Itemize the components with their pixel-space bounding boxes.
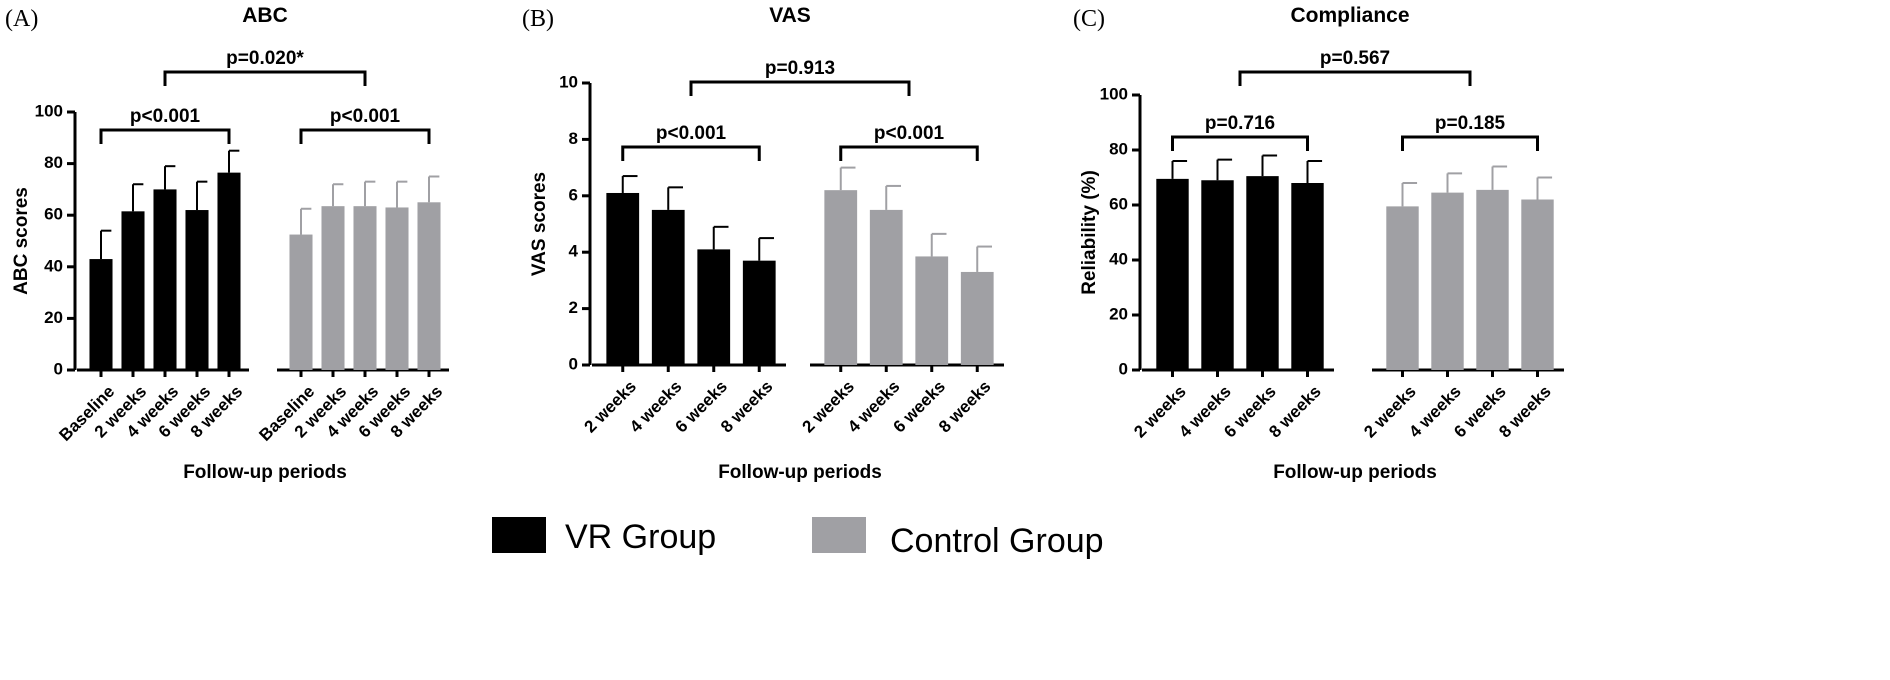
y-tick-label: 0 bbox=[54, 359, 63, 378]
y-tick-label: 0 bbox=[1119, 359, 1128, 378]
chart-title: VAS bbox=[769, 4, 811, 27]
bar bbox=[742, 260, 776, 365]
bar bbox=[289, 234, 313, 370]
bracket bbox=[689, 80, 911, 96]
annotation: p=0.020* bbox=[226, 48, 304, 69]
bar bbox=[606, 192, 640, 365]
annotation: p=0.716 bbox=[1205, 113, 1275, 134]
bar bbox=[651, 209, 685, 365]
bar bbox=[217, 172, 241, 370]
annotation: p<0.001 bbox=[330, 106, 401, 127]
y-tick-label: 60 bbox=[1109, 194, 1128, 213]
y-tick-label: 100 bbox=[35, 101, 63, 120]
bar bbox=[185, 210, 209, 370]
bar bbox=[89, 259, 113, 370]
bar bbox=[1431, 192, 1464, 370]
bar bbox=[1476, 189, 1509, 370]
y-tick-label: 4 bbox=[569, 242, 579, 261]
y-axis-label: Reliability (%) bbox=[1079, 170, 1100, 295]
legend-swatch bbox=[812, 517, 866, 553]
bar bbox=[417, 202, 441, 370]
annotation: p=0.567 bbox=[1320, 48, 1390, 69]
y-tick-label: 0 bbox=[569, 354, 578, 373]
bar bbox=[321, 206, 345, 370]
panel-label: (B) bbox=[522, 6, 554, 32]
panel-label: (C) bbox=[1073, 6, 1105, 32]
annotation: p<0.001 bbox=[874, 123, 945, 144]
chart-title: ABC bbox=[242, 4, 288, 27]
bar bbox=[824, 190, 858, 365]
bar bbox=[1521, 199, 1554, 370]
y-axis-label: VAS scores bbox=[529, 172, 550, 276]
bar bbox=[1386, 206, 1419, 370]
bar bbox=[1156, 178, 1189, 370]
x-axis-label: Follow-up periods bbox=[718, 462, 882, 483]
annotation: p=0.185 bbox=[1435, 113, 1506, 134]
y-tick-label: 80 bbox=[44, 153, 63, 172]
bracket bbox=[99, 128, 231, 144]
bar bbox=[697, 249, 731, 365]
legend-swatch bbox=[492, 517, 546, 553]
bracket bbox=[163, 70, 367, 86]
bar bbox=[121, 211, 145, 370]
y-tick-label: 100 bbox=[1100, 84, 1128, 103]
y-tick-label: 40 bbox=[1109, 249, 1128, 268]
annotation: p<0.001 bbox=[130, 106, 201, 127]
bar bbox=[153, 189, 177, 370]
y-tick-label: 8 bbox=[569, 129, 578, 148]
bar bbox=[960, 271, 994, 365]
bracket bbox=[1401, 135, 1539, 151]
bracket bbox=[839, 145, 979, 161]
legend-label: VR Group bbox=[565, 518, 716, 556]
y-tick-label: 6 bbox=[569, 185, 578, 204]
x-axis-label: Follow-up periods bbox=[183, 462, 347, 483]
bracket bbox=[621, 145, 761, 161]
legend-label: Control Group bbox=[890, 522, 1104, 560]
y-tick-label: 20 bbox=[44, 308, 63, 327]
y-tick-label: 80 bbox=[1109, 139, 1128, 158]
y-axis-label: ABC scores bbox=[11, 187, 32, 295]
bracket bbox=[299, 128, 431, 144]
y-tick-label: 20 bbox=[1109, 304, 1128, 323]
bracket bbox=[1171, 135, 1309, 151]
bar bbox=[869, 209, 903, 365]
y-tick-label: 2 bbox=[569, 298, 578, 317]
y-tick-label: 60 bbox=[44, 205, 63, 224]
x-axis-label: Follow-up periods bbox=[1273, 462, 1437, 483]
bar bbox=[1291, 183, 1324, 370]
bar bbox=[385, 207, 409, 370]
bar bbox=[1201, 180, 1234, 370]
annotation: p<0.001 bbox=[656, 123, 727, 144]
bar bbox=[1246, 176, 1279, 370]
y-tick-label: 40 bbox=[44, 256, 63, 275]
panel-label: (A) bbox=[5, 6, 38, 32]
bracket bbox=[1238, 70, 1472, 86]
chart-title: Compliance bbox=[1290, 4, 1409, 27]
y-tick-label: 10 bbox=[559, 72, 578, 91]
bar bbox=[353, 206, 377, 370]
annotation: p=0.913 bbox=[765, 58, 835, 79]
bar bbox=[915, 256, 949, 365]
